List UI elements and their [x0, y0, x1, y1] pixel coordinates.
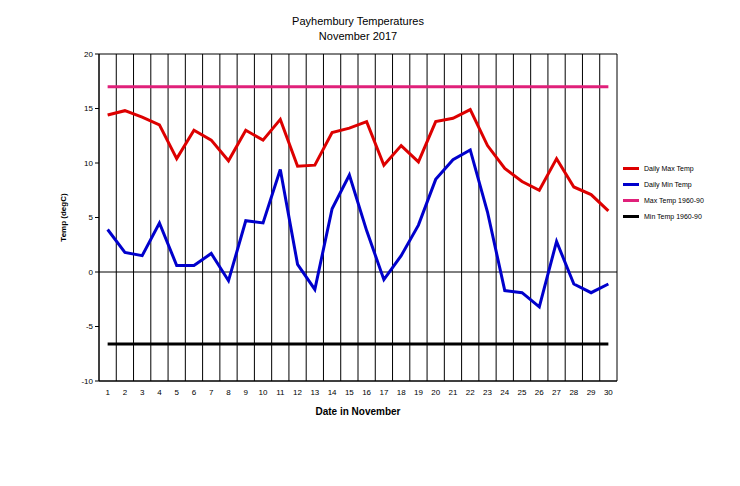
svg-text:15: 15 [345, 388, 354, 397]
svg-text:Date in November: Date in November [315, 406, 400, 417]
svg-text:-10: -10 [81, 377, 93, 386]
svg-text:10: 10 [259, 388, 268, 397]
svg-text:15: 15 [84, 104, 93, 113]
svg-text:24: 24 [500, 388, 509, 397]
svg-text:27: 27 [552, 388, 561, 397]
svg-text:-5: -5 [86, 322, 94, 331]
svg-text:11: 11 [276, 388, 285, 397]
svg-text:17: 17 [379, 388, 388, 397]
svg-text:30: 30 [604, 388, 613, 397]
svg-text:25: 25 [518, 388, 527, 397]
svg-text:4: 4 [157, 388, 162, 397]
html-text:Daily Max Temp: Daily Max Temp [644, 164, 694, 172]
svg-text:16: 16 [362, 388, 371, 397]
svg-text:20: 20 [84, 50, 93, 59]
svg-text:1: 1 [105, 388, 110, 397]
svg-text:Temp (degC): Temp (degC) [59, 193, 68, 242]
svg-text:12: 12 [293, 388, 302, 397]
svg-text:6: 6 [192, 388, 197, 397]
html-text:Payhembury Temperatures: Payhembury Temperatures [292, 15, 424, 27]
html-text:Min Temp 1960-90: Min Temp 1960-90 [644, 212, 702, 220]
svg-text:5: 5 [89, 213, 94, 222]
svg-text:19: 19 [414, 388, 423, 397]
svg-text:22: 22 [466, 388, 475, 397]
svg-text:29: 29 [587, 388, 596, 397]
svg-text:23: 23 [483, 388, 492, 397]
svg-text:8: 8 [226, 388, 231, 397]
svg-text:13: 13 [310, 388, 319, 397]
html-text:Daily Min Temp: Daily Min Temp [644, 180, 692, 188]
svg-text:20: 20 [431, 388, 440, 397]
svg-text:2: 2 [123, 388, 128, 397]
svg-text:21: 21 [449, 388, 458, 397]
svg-text:28: 28 [569, 388, 578, 397]
svg-text:10: 10 [84, 159, 93, 168]
svg-text:26: 26 [535, 388, 544, 397]
svg-text:0: 0 [89, 268, 94, 277]
svg-text:18: 18 [397, 388, 406, 397]
svg-text:3: 3 [140, 388, 145, 397]
svg-text:9: 9 [244, 388, 249, 397]
html-text:November 2017: November 2017 [318, 30, 398, 42]
svg-text:7: 7 [209, 388, 214, 397]
html-text:Max Temp 1960-90: Max Temp 1960-90 [644, 196, 704, 204]
svg-text:14: 14 [328, 388, 337, 397]
svg-text:5: 5 [174, 388, 179, 397]
